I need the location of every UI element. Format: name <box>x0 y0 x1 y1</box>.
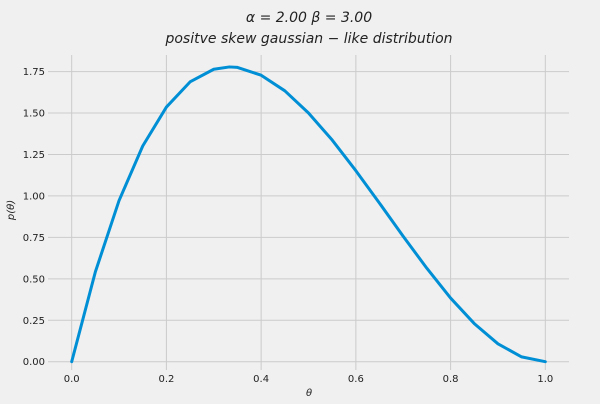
x-tick-label: 0.0 <box>64 374 80 385</box>
series-line <box>70 65 547 364</box>
y-tick-label: 0.50 <box>23 274 45 285</box>
y-tick-label: 0.00 <box>23 357 45 368</box>
y-tick-label: 1.25 <box>23 150 45 161</box>
y-tick-label: 1.75 <box>23 67 45 78</box>
x-tick-label: 0.8 <box>443 374 459 385</box>
chart-title: α = 2.00 β = 3.00 <box>246 10 372 26</box>
x-tick-label: 0.6 <box>348 374 364 385</box>
y-tick-label: 1.00 <box>23 191 45 202</box>
y-tick-label: 0.25 <box>23 316 45 327</box>
y-tick-labels: 0.00 0.25 0.50 0.75 1.00 1.25 1.50 1.75 <box>23 67 45 368</box>
series-layer <box>70 65 547 364</box>
chart-subtitle: positve skew gaussian − like distributio… <box>164 31 452 47</box>
y-tick-label: 1.50 <box>23 109 45 120</box>
x-tick-label: 0.4 <box>253 374 269 385</box>
x-tick-label: 1.0 <box>537 374 553 385</box>
y-axis-label: p(θ) <box>6 200 17 221</box>
x-axis-label: θ <box>306 388 312 399</box>
y-tick-label: 0.75 <box>23 233 45 244</box>
x-tick-labels: 0.0 0.2 0.4 0.6 0.8 1.0 <box>64 374 554 385</box>
x-tick-label: 0.2 <box>158 374 174 385</box>
